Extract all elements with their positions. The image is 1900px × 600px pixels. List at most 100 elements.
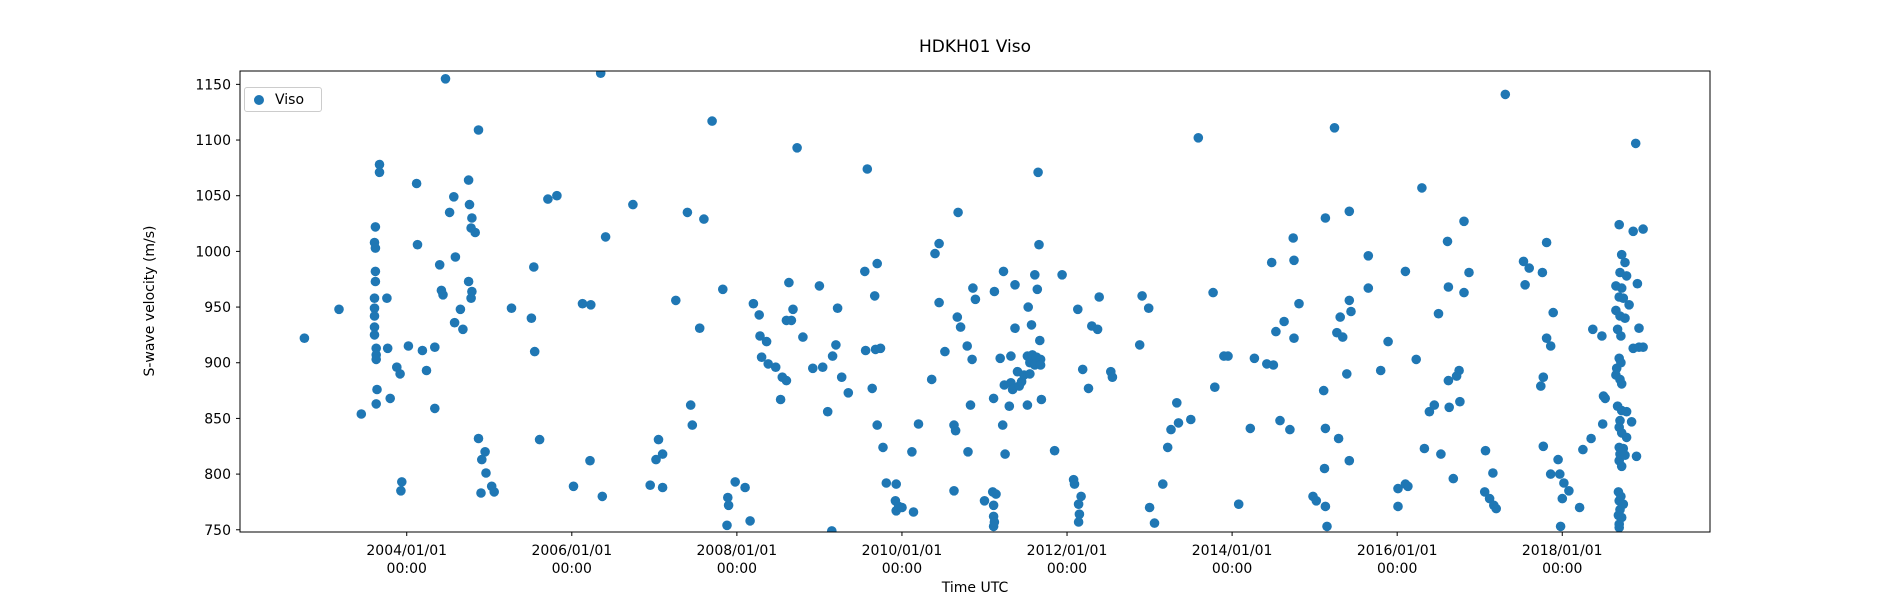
x-tick-label-time: 00:00 bbox=[1377, 561, 1417, 577]
data-point bbox=[1443, 375, 1454, 386]
data-point bbox=[1557, 493, 1568, 504]
points-group bbox=[299, 71, 1648, 532]
data-point bbox=[1638, 224, 1648, 234]
data-point bbox=[862, 164, 873, 174]
data-point bbox=[1289, 333, 1299, 344]
data-point bbox=[1520, 280, 1530, 290]
data-point bbox=[651, 454, 661, 465]
x-tick-label-time: 00:00 bbox=[1542, 561, 1582, 577]
data-point bbox=[450, 252, 461, 262]
data-point bbox=[740, 482, 750, 493]
data-point bbox=[988, 393, 999, 404]
data-point bbox=[881, 478, 892, 488]
data-point bbox=[1621, 406, 1632, 417]
data-point bbox=[577, 298, 588, 309]
data-point bbox=[989, 286, 1000, 297]
data-point bbox=[568, 481, 579, 492]
data-point bbox=[1480, 445, 1491, 456]
data-point bbox=[534, 434, 545, 445]
x-axis-label: Time UTC bbox=[941, 580, 1009, 596]
data-point bbox=[444, 207, 455, 218]
data-point bbox=[1107, 372, 1118, 383]
data-point bbox=[1288, 233, 1298, 243]
data-point bbox=[464, 199, 475, 210]
data-point bbox=[781, 375, 792, 386]
data-point bbox=[372, 384, 382, 395]
data-point bbox=[1616, 461, 1627, 472]
data-point bbox=[1271, 326, 1281, 337]
data-point bbox=[970, 294, 981, 305]
data-point bbox=[1500, 89, 1511, 100]
data-point bbox=[1083, 383, 1094, 394]
data-point bbox=[685, 400, 696, 410]
data-point bbox=[1344, 295, 1355, 306]
data-point bbox=[989, 517, 1000, 527]
data-point bbox=[878, 442, 888, 453]
data-point bbox=[1597, 331, 1607, 341]
data-point bbox=[950, 425, 961, 436]
data-point bbox=[1275, 415, 1285, 426]
data-point bbox=[1436, 449, 1446, 459]
data-point bbox=[860, 345, 871, 356]
data-point bbox=[628, 199, 638, 210]
data-point bbox=[1279, 316, 1289, 327]
data-point bbox=[369, 293, 380, 304]
data-point bbox=[395, 369, 405, 379]
data-point bbox=[694, 323, 705, 334]
data-point bbox=[1342, 369, 1352, 379]
x-tick-label-date: 2014/01/01 bbox=[1192, 543, 1273, 559]
y-tick-label: 750 bbox=[204, 523, 231, 539]
data-point bbox=[827, 526, 837, 532]
data-point bbox=[371, 343, 382, 354]
data-point bbox=[1375, 365, 1386, 376]
legend-marker-icon bbox=[254, 94, 264, 105]
y-axis-label: S-wave velocity (m/s) bbox=[142, 225, 158, 377]
data-point bbox=[1455, 396, 1465, 407]
plot-title: HDKH01 Viso bbox=[918, 37, 1032, 57]
legend-label: Viso bbox=[275, 91, 305, 108]
data-point bbox=[913, 419, 924, 429]
data-point bbox=[1616, 331, 1626, 341]
data-point bbox=[1320, 423, 1331, 434]
data-point bbox=[1630, 138, 1641, 149]
x-tick-label-time: 00:00 bbox=[717, 561, 757, 577]
data-point bbox=[1030, 270, 1040, 280]
data-point bbox=[1057, 270, 1067, 280]
data-point bbox=[552, 190, 562, 201]
data-point bbox=[1518, 256, 1529, 267]
data-point bbox=[979, 496, 990, 506]
data-point bbox=[1172, 398, 1182, 408]
data-point bbox=[1616, 249, 1627, 260]
data-point bbox=[543, 194, 553, 204]
data-point bbox=[1624, 300, 1634, 310]
data-point bbox=[718, 284, 728, 295]
data-point bbox=[1538, 441, 1549, 452]
data-point bbox=[1541, 237, 1552, 248]
data-point bbox=[1363, 283, 1374, 293]
data-point bbox=[786, 315, 797, 326]
data-point bbox=[872, 258, 882, 269]
data-point bbox=[798, 332, 808, 342]
data-point bbox=[397, 477, 407, 487]
data-point bbox=[369, 311, 380, 321]
data-point bbox=[463, 175, 474, 185]
data-point bbox=[1615, 415, 1625, 426]
data-point bbox=[926, 374, 937, 385]
data-point bbox=[1586, 433, 1596, 444]
data-point bbox=[477, 454, 487, 465]
data-point bbox=[963, 447, 973, 457]
data-point bbox=[1454, 365, 1464, 376]
data-point bbox=[1578, 444, 1588, 455]
data-point bbox=[836, 372, 847, 383]
data-point bbox=[1444, 402, 1454, 413]
y-tick-label: 900 bbox=[204, 356, 231, 372]
data-point bbox=[1208, 287, 1218, 298]
y-tick-label: 1000 bbox=[195, 244, 231, 260]
data-point bbox=[1137, 291, 1147, 301]
data-point bbox=[1346, 306, 1356, 317]
data-point bbox=[998, 266, 1009, 277]
data-point bbox=[1193, 133, 1204, 143]
data-point bbox=[382, 343, 393, 354]
data-point bbox=[600, 232, 611, 242]
data-point bbox=[831, 340, 841, 350]
